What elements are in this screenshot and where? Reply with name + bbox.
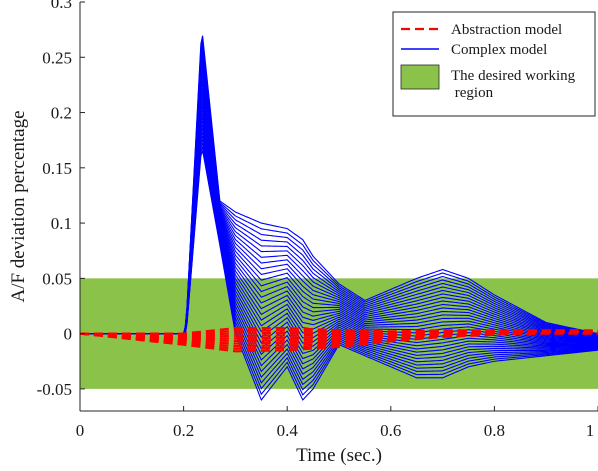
legend-box (392, 11, 596, 117)
y-tick-label: 0.15 (42, 159, 72, 178)
x-tick-label: 1 (586, 421, 595, 440)
y-tick-labels: -0.05 0 0.05 0.1 0.15 0.2 0.25 0.3 (37, 0, 72, 399)
plot-area (79, 35, 598, 402)
legend-label-region-line: The desired working (451, 68, 576, 84)
y-tick-label: 0.25 (42, 48, 72, 67)
y-tick-label: 0.05 (42, 269, 72, 288)
abstraction-model-line (80, 326, 598, 335)
y-axis-label: A/F deviation percentage (8, 110, 29, 302)
x-tick-label: 0.6 (380, 421, 401, 440)
x-axis-label: Time (sec.) (296, 445, 382, 466)
x-tick-label: 0.4 (277, 421, 299, 440)
x-tick-labels: 0 0.2 0.4 0.6 0.8 1 (76, 421, 595, 440)
y-tick-label: 0 (64, 325, 73, 344)
y-tick-label: 0.1 (51, 214, 72, 233)
y-tick-label: 0.3 (51, 0, 72, 12)
y-tick-label: 0.2 (51, 104, 72, 123)
legend: Abstraction model Complex model The desire… (392, 11, 596, 117)
axes (79, 1, 598, 412)
abstraction-model-series (79, 326, 598, 353)
x-tick-label: 0.8 (484, 421, 505, 440)
region-legend-swatch (400, 64, 440, 90)
legend-label-complex: Complex model (451, 42, 547, 58)
legend-label-region-line: region (451, 85, 494, 101)
x-tick-label: 0 (76, 421, 85, 440)
y-tick-label: -0.05 (37, 380, 72, 399)
legend-label-abstraction: Abstraction model (451, 22, 562, 38)
x-tick-label: 0.2 (173, 421, 194, 440)
legend-label-region: The desired working region (451, 68, 576, 101)
